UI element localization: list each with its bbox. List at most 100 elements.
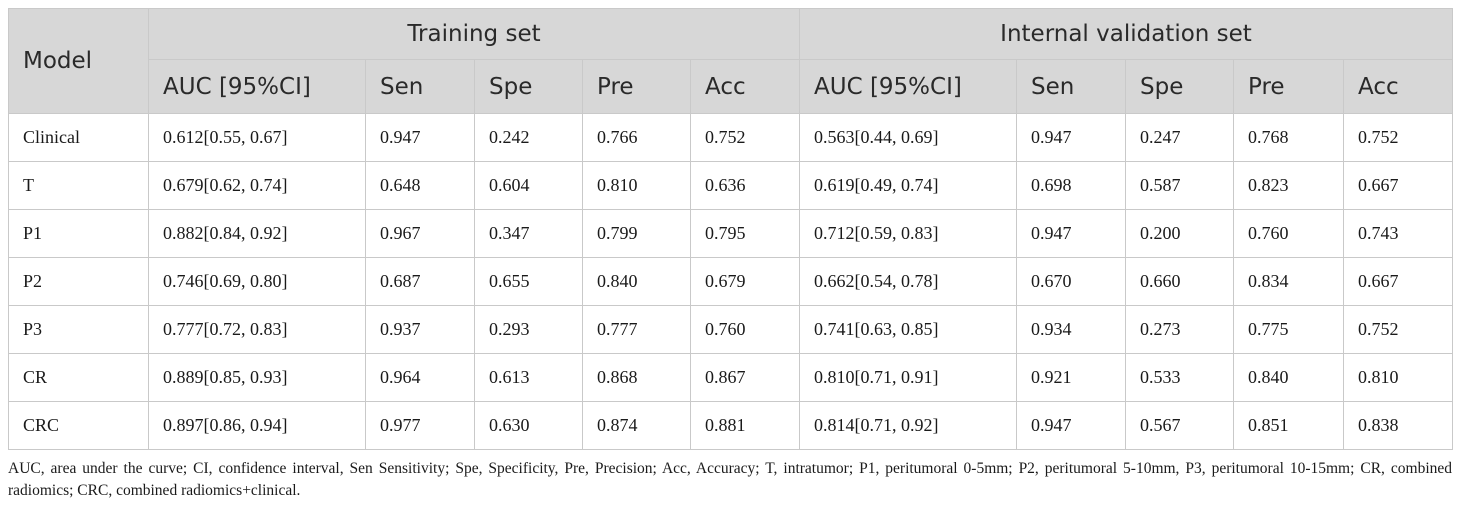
table-cell: 0.667 xyxy=(1343,161,1453,210)
table-cell: 0.937 xyxy=(365,305,475,354)
metric-header: Sen xyxy=(1016,59,1126,114)
table-cell: 0.587 xyxy=(1125,161,1234,210)
table-cell: 0.840 xyxy=(1233,353,1344,402)
table-cell: 0.810 xyxy=(1343,353,1453,402)
table-cell: 0.613 xyxy=(474,353,583,402)
training-set-header: Training set xyxy=(148,8,800,60)
model-header: Model xyxy=(8,8,149,114)
table-cell: 0.667 xyxy=(1343,257,1453,306)
metric-header: Acc xyxy=(690,59,800,114)
table-cell: 0.200 xyxy=(1125,209,1234,258)
table-cell: 0.868 xyxy=(582,353,691,402)
table-cell: 0.247 xyxy=(1125,113,1234,162)
table-cell: 0.655 xyxy=(474,257,583,306)
table-cell: 0.881 xyxy=(690,401,800,450)
table-cell: 0.947 xyxy=(365,113,475,162)
table-cell: 0.814[0.71, 0.92] xyxy=(799,401,1017,450)
model-cell: CRC xyxy=(8,401,149,450)
table-cell: 0.810 xyxy=(582,161,691,210)
table-cell: 0.921 xyxy=(1016,353,1126,402)
table-cell: 0.834 xyxy=(1233,257,1344,306)
table-cell: 0.964 xyxy=(365,353,475,402)
table-body: Clinical 0.612[0.55, 0.67] 0.947 0.242 0… xyxy=(8,113,1453,450)
table-row: T 0.679[0.62, 0.74] 0.648 0.604 0.810 0.… xyxy=(8,161,1453,210)
table-cell: 0.752 xyxy=(1343,113,1453,162)
table-cell: 0.563[0.44, 0.69] xyxy=(799,113,1017,162)
table-footnote: AUC, area under the curve; CI, confidenc… xyxy=(8,460,1452,499)
table-cell: 0.662[0.54, 0.78] xyxy=(799,257,1017,306)
table-cell: 0.741[0.63, 0.85] xyxy=(799,305,1017,354)
table-cell: 0.636 xyxy=(690,161,800,210)
table-cell: 0.768 xyxy=(1233,113,1344,162)
table-cell: 0.840 xyxy=(582,257,691,306)
table-row: P2 0.746[0.69, 0.80] 0.687 0.655 0.840 0… xyxy=(8,257,1453,306)
table-cell: 0.947 xyxy=(1016,209,1126,258)
metric-header: Sen xyxy=(365,59,475,114)
table-cell: 0.851 xyxy=(1233,401,1344,450)
table-cell: 0.347 xyxy=(474,209,583,258)
metric-header: Spe xyxy=(1125,59,1234,114)
table-cell: 0.679 xyxy=(690,257,800,306)
table-cell: 0.533 xyxy=(1125,353,1234,402)
table-cell: 0.612[0.55, 0.67] xyxy=(148,113,366,162)
table-cell: 0.619[0.49, 0.74] xyxy=(799,161,1017,210)
table-cell: 0.712[0.59, 0.83] xyxy=(799,209,1017,258)
table-cell: 0.746[0.69, 0.80] xyxy=(148,257,366,306)
table-cell: 0.867 xyxy=(690,353,800,402)
table-cell: 0.889[0.85, 0.93] xyxy=(148,353,366,402)
table-cell: 0.648 xyxy=(365,161,475,210)
table-cell: 0.810[0.71, 0.91] xyxy=(799,353,1017,402)
table-cell: 0.799 xyxy=(582,209,691,258)
table-cell: 0.752 xyxy=(1343,305,1453,354)
table-cell: 0.567 xyxy=(1125,401,1234,450)
table-cell: 0.630 xyxy=(474,401,583,450)
table-cell: 0.882[0.84, 0.92] xyxy=(148,209,366,258)
table-cell: 0.670 xyxy=(1016,257,1126,306)
table-cell: 0.777 xyxy=(582,305,691,354)
table-cell: 0.293 xyxy=(474,305,583,354)
metric-header: Pre xyxy=(1233,59,1344,114)
table-cell: 0.795 xyxy=(690,209,800,258)
table-cell: 0.242 xyxy=(474,113,583,162)
table-cell: 0.760 xyxy=(690,305,800,354)
table-row: P1 0.882[0.84, 0.92] 0.967 0.347 0.799 0… xyxy=(8,209,1453,258)
model-cell: Clinical xyxy=(8,113,149,162)
table-cell: 0.934 xyxy=(1016,305,1126,354)
table-cell: 0.698 xyxy=(1016,161,1126,210)
model-cell: CR xyxy=(8,353,149,402)
table-cell: 0.760 xyxy=(1233,209,1344,258)
model-cell: T xyxy=(8,161,149,210)
table-row: P3 0.777[0.72, 0.83] 0.937 0.293 0.777 0… xyxy=(8,305,1453,354)
model-cell: P1 xyxy=(8,209,149,258)
table-header: Model Training set Internal validation s… xyxy=(8,8,1453,114)
metric-header: AUC [95%CI] xyxy=(799,59,1017,114)
table-cell: 0.743 xyxy=(1343,209,1453,258)
validation-set-header: Internal validation set xyxy=(799,8,1453,60)
table-cell: 0.874 xyxy=(582,401,691,450)
results-table: Model Training set Internal validation s… xyxy=(8,8,1453,450)
table-cell: 0.838 xyxy=(1343,401,1453,450)
table-cell: 0.273 xyxy=(1125,305,1234,354)
table-cell: 0.977 xyxy=(365,401,475,450)
table-cell: 0.897[0.86, 0.94] xyxy=(148,401,366,450)
model-cell: P3 xyxy=(8,305,149,354)
metric-header: Spe xyxy=(474,59,583,114)
model-cell: P2 xyxy=(8,257,149,306)
metric-header: Acc xyxy=(1343,59,1453,114)
table-row: CR 0.889[0.85, 0.93] 0.964 0.613 0.868 0… xyxy=(8,353,1453,402)
table-cell: 0.766 xyxy=(582,113,691,162)
table-row: Clinical 0.612[0.55, 0.67] 0.947 0.242 0… xyxy=(8,113,1453,162)
table-cell: 0.679[0.62, 0.74] xyxy=(148,161,366,210)
metric-header: Pre xyxy=(582,59,691,114)
table-cell: 0.823 xyxy=(1233,161,1344,210)
table-cell: 0.947 xyxy=(1016,113,1126,162)
table-cell: 0.604 xyxy=(474,161,583,210)
table-cell: 0.687 xyxy=(365,257,475,306)
table-row: CRC 0.897[0.86, 0.94] 0.977 0.630 0.874 … xyxy=(8,401,1453,450)
table-cell: 0.775 xyxy=(1233,305,1344,354)
table-cell: 0.660 xyxy=(1125,257,1234,306)
metric-header: AUC [95%CI] xyxy=(148,59,366,114)
table-cell: 0.777[0.72, 0.83] xyxy=(148,305,366,354)
table-cell: 0.752 xyxy=(690,113,800,162)
table-cell: 0.947 xyxy=(1016,401,1126,450)
